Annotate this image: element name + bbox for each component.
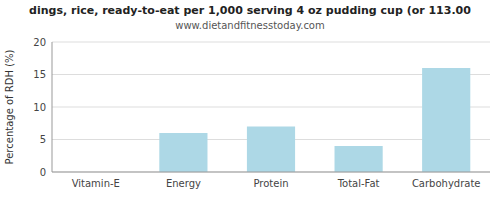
grid-line bbox=[52, 42, 490, 43]
x-tick-label: Energy bbox=[166, 178, 201, 189]
x-tick-label: Vitamin-E bbox=[72, 178, 120, 189]
bar bbox=[422, 68, 470, 172]
subtitle: www.dietandfitnesstoday.com bbox=[175, 20, 324, 31]
bar bbox=[247, 127, 295, 173]
y-axis-line bbox=[52, 42, 53, 172]
y-tick-label: 15 bbox=[33, 69, 46, 80]
title: dings, rice, ready-to-eat per 1,000 serv… bbox=[29, 4, 471, 17]
bars bbox=[159, 68, 470, 172]
y-tick-label: 0 bbox=[40, 167, 46, 178]
y-axis-label: Percentage of RDH (%) bbox=[4, 49, 15, 164]
grid-line bbox=[52, 172, 490, 173]
y-tick-label: 10 bbox=[33, 102, 46, 113]
y-tick-label: 20 bbox=[33, 37, 46, 48]
y-tick-label: 5 bbox=[40, 134, 46, 145]
x-axis-line bbox=[52, 172, 490, 173]
bar bbox=[159, 133, 207, 172]
y-axis: 0 5 10 15 20 bbox=[33, 37, 490, 178]
bar bbox=[335, 146, 383, 172]
x-axis: Vitamin-E Energy Protein Total-Fat Carbohydr… bbox=[72, 178, 481, 189]
x-tick-label: Protein bbox=[253, 178, 288, 189]
chart: dings, rice, ready-to-eat per 1,000 serv… bbox=[0, 0, 500, 200]
x-tick-label: Total-Fat bbox=[337, 178, 380, 189]
x-tick-label: Carbohydrate bbox=[412, 178, 481, 189]
